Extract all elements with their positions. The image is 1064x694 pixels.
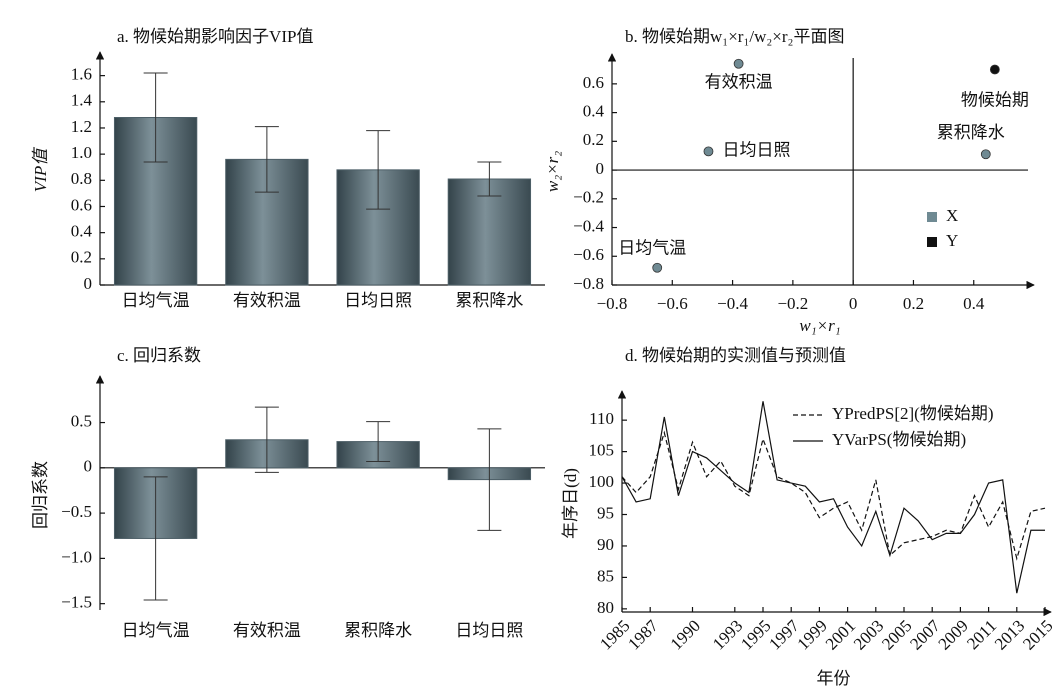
error-bar [254, 406, 279, 473]
y-tick-label: −1.0 [61, 547, 92, 566]
x-tick-label: −0.2 [777, 294, 808, 313]
y-tick-label: 1.6 [71, 65, 92, 84]
point [733, 58, 744, 69]
legend-label: YVarPS(物候始期) [832, 430, 966, 449]
x-tick-label: 日均气温 [122, 621, 190, 640]
y-tick-label: 0.4 [71, 222, 93, 241]
point-label: 有效积温 [705, 73, 773, 92]
x-tick-label: 有效积温 [233, 621, 301, 640]
x-tick-label: 日均气温 [122, 291, 190, 310]
y-tick-label: 85 [597, 566, 614, 585]
y-tick-label: 1.2 [71, 117, 92, 136]
x-tick-label: 1993 [709, 616, 746, 653]
y-tick-label: 0.4 [583, 102, 605, 121]
y-tick-label: 100 [589, 472, 615, 491]
x-tick-label: 0 [849, 294, 858, 313]
y-tick-label: 1.4 [71, 91, 93, 110]
point [980, 149, 991, 160]
error-bar [477, 161, 502, 197]
x-tick-label: 2005 [878, 616, 915, 653]
error-bar [477, 428, 502, 531]
y-tick-label: 105 [589, 441, 615, 460]
x-tick-label: 1997 [765, 616, 803, 654]
legend-label: X [946, 206, 958, 225]
chart-title: c. 回归系数 [117, 346, 201, 365]
error-bar [366, 130, 391, 210]
y-tick-label: 80 [597, 598, 614, 617]
y-tick-label: 0 [84, 274, 93, 293]
series-line [621, 430, 1046, 561]
y-tick-label: 0.6 [71, 195, 92, 214]
legend-label: YPredPS[2](物候始期) [832, 404, 994, 423]
x-tick-label: 累积降水 [455, 291, 523, 310]
x-tick-label: 1999 [794, 616, 831, 653]
chart-title: b. 物候始期w₁×r₁/w₂×r₂平面图 [625, 27, 844, 46]
point [652, 262, 663, 273]
error-bar [254, 126, 279, 193]
x-axis-label: 年份 [817, 669, 851, 688]
x-axis-label: w₁×r₁ [799, 316, 840, 335]
x-tick-label: −0.4 [717, 294, 748, 313]
x-tick-label: 有效积温 [233, 291, 301, 310]
y-tick-label: 0.5 [71, 411, 92, 430]
point [989, 64, 1000, 75]
x-tick-label: 1987 [624, 616, 662, 654]
y-tick-label: 95 [597, 503, 614, 522]
y-tick-label: 0.6 [583, 73, 604, 92]
error-bar [366, 421, 391, 462]
x-tick-label: 2015 [1019, 616, 1056, 653]
point-label: 日均气温 [618, 239, 686, 258]
x-tick-label: 0.2 [903, 294, 924, 313]
x-tick-label: 日均日照 [344, 291, 412, 310]
point-label: 物候始期 [961, 90, 1029, 109]
x-tick-label: 1995 [737, 616, 774, 653]
x-tick-label: 1985 [596, 616, 633, 653]
x-tick-label: 累积降水 [344, 621, 412, 640]
legend-label: Y [946, 231, 958, 250]
chart-title: d. 物候始期的实测值与预测值 [625, 346, 846, 365]
point-label: 日均日照 [722, 140, 790, 159]
error-bar [143, 72, 168, 163]
x-tick-label: 0.4 [963, 294, 985, 313]
legend-swatch [927, 237, 937, 247]
series-line [621, 401, 1045, 594]
x-tick-label: 2007 [906, 616, 944, 654]
y-axis-label: w₂×r₂ [543, 151, 562, 192]
x-tick-label: −0.6 [657, 294, 688, 313]
x-tick-label: −0.8 [597, 294, 628, 313]
y-tick-label: −0.5 [61, 502, 92, 521]
x-tick-label: 2003 [850, 616, 887, 653]
point [703, 146, 714, 157]
error-bar [143, 476, 168, 601]
bar [447, 178, 532, 286]
y-tick-label: 110 [589, 409, 614, 428]
legend-swatch [927, 212, 937, 222]
point-label: 累积降水 [937, 123, 1005, 142]
x-tick-label: 2013 [991, 616, 1028, 653]
y-tick-label: −0.4 [573, 216, 604, 235]
y-tick-label: 0 [84, 457, 93, 476]
chart-title: a. 物候始期影响因子VIP值 [117, 27, 313, 46]
y-axis-label: 年序日(d) [561, 468, 580, 539]
y-axis-label: VIP值 [31, 147, 50, 192]
x-tick-label: 2001 [822, 616, 859, 653]
y-tick-label: 90 [597, 535, 614, 554]
y-tick-label: 0.8 [71, 169, 92, 188]
x-tick-label: 日均日照 [455, 621, 523, 640]
x-tick-label: 1990 [667, 616, 704, 653]
y-tick-label: −0.2 [573, 188, 604, 207]
y-tick-label: −1.5 [61, 593, 92, 612]
y-tick-label: −0.8 [573, 274, 604, 293]
y-axis-label: 回归系数 [31, 461, 50, 529]
y-tick-label: −0.6 [573, 245, 604, 264]
y-tick-label: 1.0 [71, 143, 92, 162]
y-tick-label: 0.2 [71, 248, 92, 267]
y-tick-label: 0.2 [583, 130, 604, 149]
y-tick-label: 0 [596, 159, 605, 178]
x-tick-label: 2011 [963, 616, 1000, 653]
x-tick-label: 2009 [935, 616, 972, 653]
